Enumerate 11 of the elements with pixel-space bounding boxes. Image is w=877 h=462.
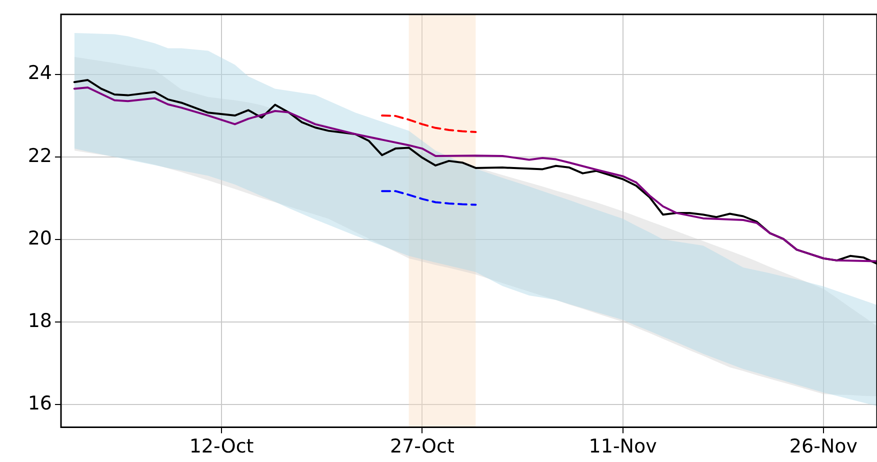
x-tick-label: 12-Oct	[189, 436, 254, 458]
line-series	[381, 190, 477, 206]
line-series	[381, 114, 477, 134]
x-tick-label: 11-Nov	[588, 436, 657, 458]
x-tick-label: 26-Nov	[789, 436, 858, 458]
y-tick-label: 16	[28, 392, 52, 414]
x-tick-label: 27-Oct	[390, 436, 454, 458]
y-tick-label: 18	[28, 310, 52, 332]
y-tick-label: 22	[28, 144, 52, 167]
y-tick-label: 20	[28, 227, 52, 250]
y-tick-label: 24	[28, 62, 52, 84]
